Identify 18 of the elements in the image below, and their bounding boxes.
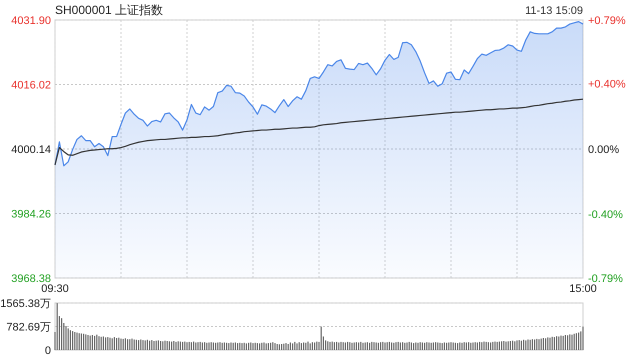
y-tick-label: 3984.26 xyxy=(11,208,51,220)
y-tick-label: 4031.90 xyxy=(11,14,51,27)
y2-tick-label: +0.40% xyxy=(588,78,626,91)
y-tick-label: 0 xyxy=(44,344,51,357)
text: 11-13 15:09 xyxy=(525,5,583,17)
y-tick-label: 1565.38万 xyxy=(0,298,51,310)
line-series xyxy=(54,98,584,166)
y-tick-label: 3968.38 xyxy=(11,272,51,285)
y-tick-label: 4016.02 xyxy=(11,79,51,92)
y2-tick-label: 0.00% xyxy=(588,144,620,156)
y2-tick-label: +0.79% xyxy=(588,14,626,27)
x-tick-label: 15:00 xyxy=(569,283,597,295)
x-tick-label: 09:30 xyxy=(41,283,69,295)
y-tick-label: 4000.14 xyxy=(11,144,51,156)
y2-tick-label: -0.40% xyxy=(588,209,624,222)
y2-tick-label: -0.79% xyxy=(588,272,624,285)
y-tick-label: 782.69万 xyxy=(6,321,51,334)
chart-title: SH000001 上证指数 xyxy=(55,3,164,17)
